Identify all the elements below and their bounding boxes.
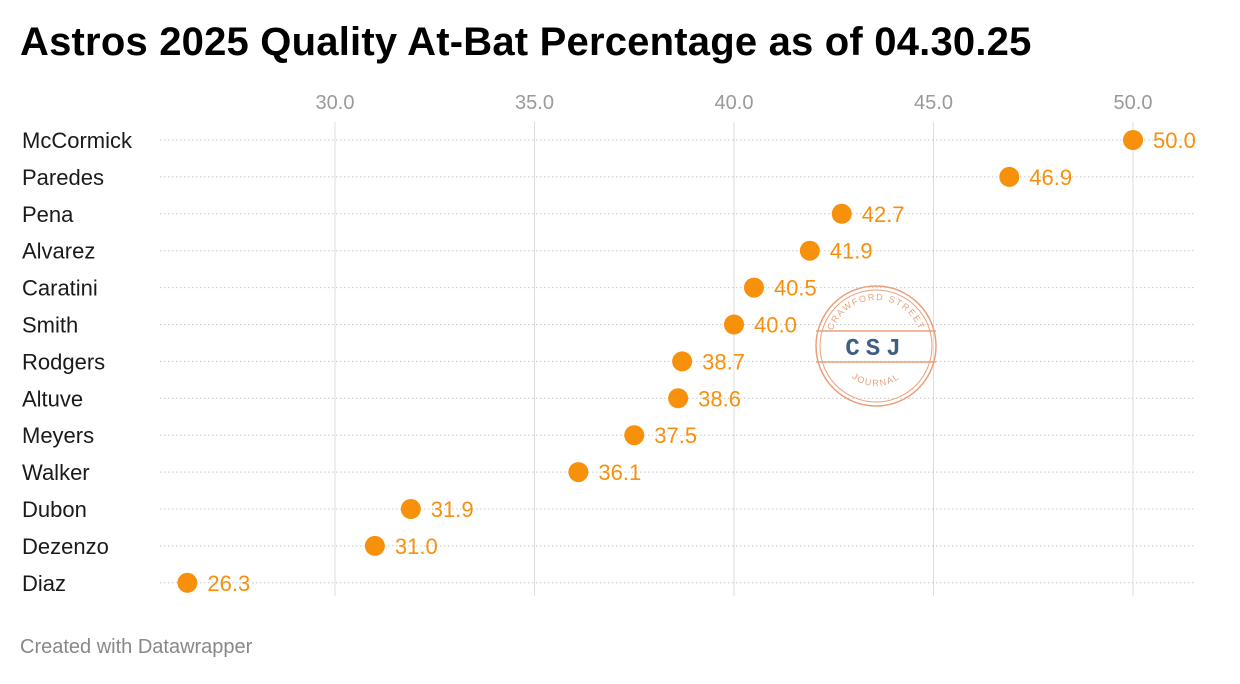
value-label: 36.1 [598,460,641,485]
value-label: 37.5 [654,423,697,448]
csj-watermark: CRAWFORD STREET CSJ JOURNAL [815,285,937,407]
data-points [177,130,1143,593]
value-label: 41.9 [830,239,873,264]
data-point [568,462,589,483]
data-point [668,388,689,409]
value-label: 38.7 [702,349,745,374]
chart-title: Astros 2025 Quality At-Bat Percentage as… [20,20,1032,64]
row-label: Diaz [22,571,66,596]
data-point [799,240,820,261]
data-point [999,166,1020,187]
row-label: Dezenzo [22,534,109,559]
value-label: 42.7 [862,202,905,227]
value-labels: 50.0 46.9 42.7 41.9 40.5 40.0 38.7 38.637.5 36.1… [207,128,1195,596]
value-label: 38.6 [698,386,741,411]
row-label: Caratini [22,276,98,301]
watermark-center-text: CSJ [845,336,906,363]
value-label: 31.9 [431,497,474,522]
gridlines [334,122,1134,596]
watermark-bottom-text: JOURNAL [850,371,901,388]
row-label: Altuve [22,386,83,411]
footer-credit: Created with Datawrapper [20,636,253,658]
row-label: Walker [22,460,90,485]
value-label: 26.3 [207,571,250,596]
data-point [624,425,645,446]
data-point [743,277,764,298]
data-point [672,351,693,372]
watermark-inner-ring [819,289,933,403]
row-guides [160,139,1196,584]
data-point [831,203,852,224]
row-label: Rodgers [22,349,105,374]
row-label: Paredes [22,165,104,190]
data-point [364,535,385,556]
row-label: McCormick [22,128,133,153]
value-label: 46.9 [1029,165,1072,190]
data-point [177,572,198,593]
data-point [724,314,744,335]
x-tick-label: 40.0 [715,92,754,114]
x-tick-label: 45.0 [914,92,953,114]
row-label: Smith [22,313,78,338]
row-label: Dubon [22,497,87,522]
x-tick-label: 30.0 [316,92,355,114]
row-label: Meyers [22,423,94,448]
value-label: 40.0 [754,313,797,338]
data-point [400,499,421,519]
watermark-outer-ring [815,285,937,407]
value-label: 31.0 [395,534,438,559]
row-labels: McCormick Paredes Pena Alvarez Caratini Smith… [22,128,133,596]
row-label: Pena [22,202,74,227]
x-tick-label: 50.0 [1114,92,1153,114]
value-label: 40.5 [774,276,817,301]
row-label: Alvarez [22,239,95,264]
data-point [1123,130,1143,150]
x-axis-ticks: 30.0 35.0 40.0 45.0 50.0 [316,92,1153,114]
x-tick-label: 35.0 [515,92,554,114]
value-label: 50.0 [1153,128,1196,153]
